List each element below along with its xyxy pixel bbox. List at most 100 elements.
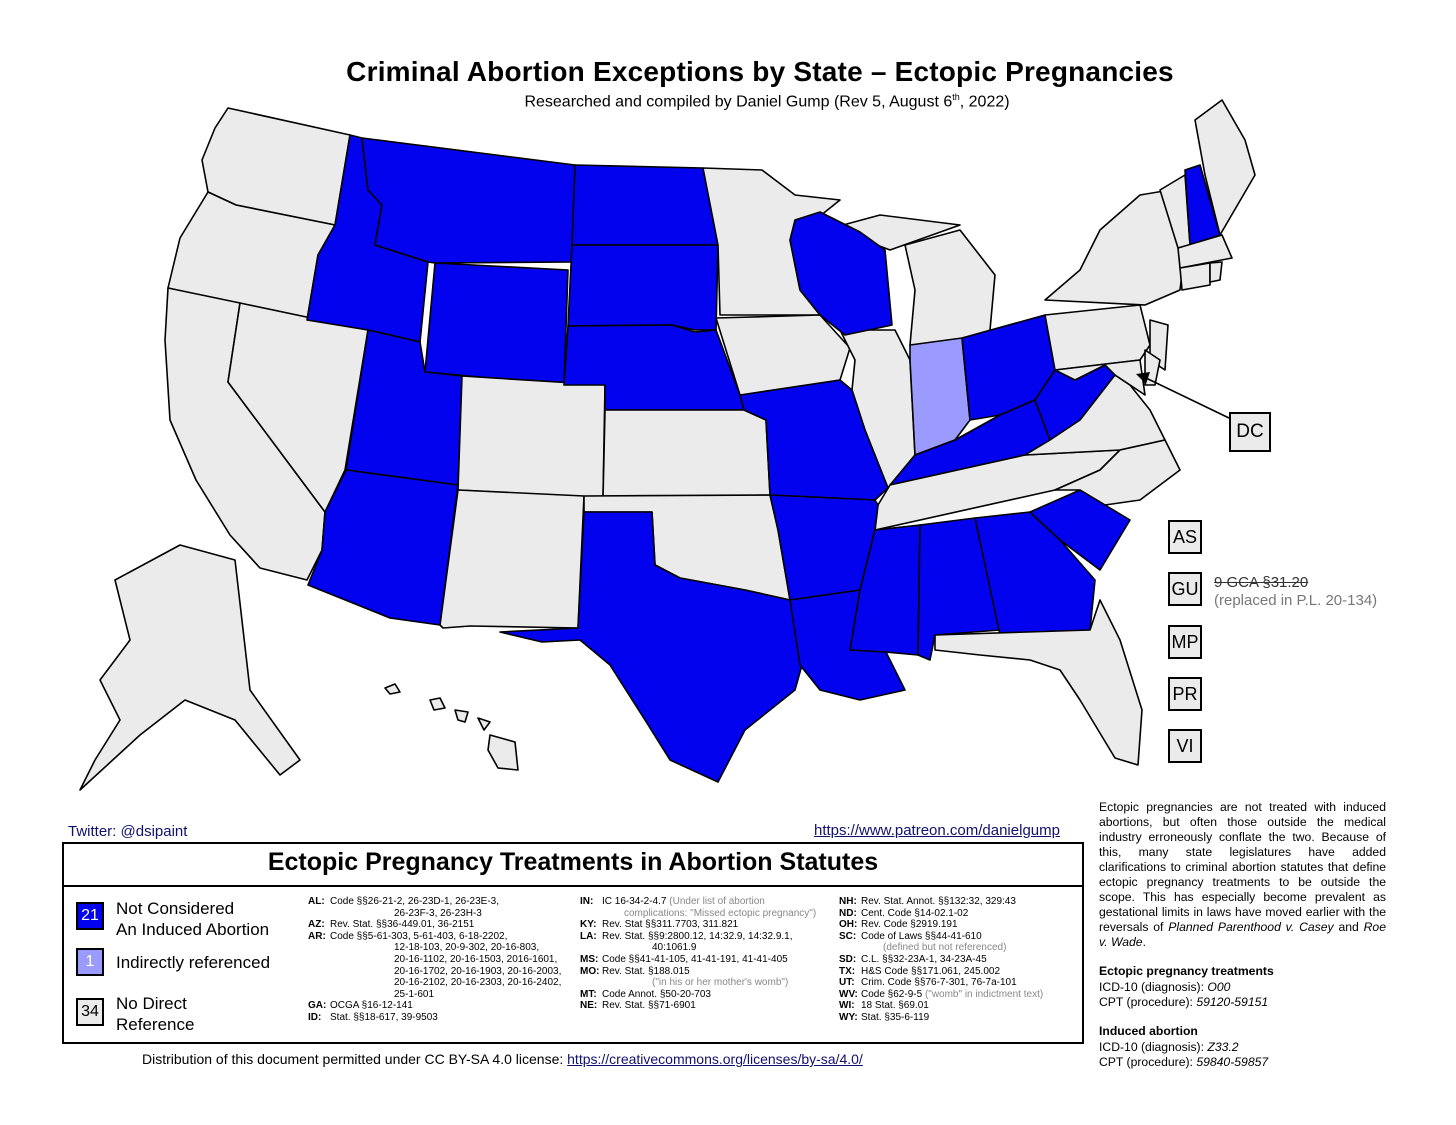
legend-label-no-reference: No Direct Reference [116,994,195,1034]
citation-row: 20-16-2102, 20-16-2303, 20-16-2402, [308,977,561,989]
patreon-link[interactable]: https://www.patreon.com/danielgump [814,822,1060,839]
citation-row: LA: Rev. Stat. §§9:2800.12, 14:32.9, 14:3… [580,931,816,943]
side-explanation: Ectopic pregnancies are not treated with… [1099,800,1386,949]
citation-text: Rev. Stat. Annot. §§132:32, 329:43 [861,896,1016,907]
citation-row: 20-16-1702, 20-16-1903, 20-16-2003, [308,966,561,978]
state-ME [1194,99,1256,236]
citation-text: 12-18-103, 20-9-302, 20-16-803, [394,942,540,954]
ectopic-icd: ICD-10 (diagnosis): O00 [1099,980,1231,994]
state-MI-lower [904,229,996,346]
citation-state: ND: [839,907,857,919]
citation-text: ("in his or her mother's womb") [652,977,789,989]
state-KS [602,409,771,499]
citation-state: WY: [839,1011,858,1023]
citation-state: WV: [839,988,858,1000]
twitter-handle[interactable]: Twitter: @dsipaint [68,823,188,840]
state-MA [1177,234,1233,269]
dc-arrow-line [1145,377,1230,419]
citation-column-1: AL: Code §§26-21-2, 26-23D-1, 26-23E-3, 26… [308,896,561,1024]
citation-row: complications: "Missed ectopic pregnancy… [580,908,816,920]
citation-text: Rev. Stat. §§36-449.01, 36-2151 [330,919,475,931]
citation-row: WI: 18 Stat. §69.01 [839,1000,1043,1012]
citation-state: IN: [580,896,594,907]
citation-state [308,966,330,978]
ectopic-cpt: CPT (procedure): 59120-59151 [1099,995,1269,1009]
legend-label-indirect: Indirectly referenced [116,953,271,972]
citation-row: TX: H&S Code §§171.061, 245.002 [839,966,1043,978]
citation-text: Stat. §35-6-119 [861,1011,930,1023]
citation-row: 40:1061.9 [580,942,816,954]
state-WY [424,262,569,386]
citation-text: 25-1-601 [394,988,435,1000]
citation-text: Code Annot. §50-20-703 [602,988,711,1000]
state-SC [1029,489,1131,571]
ectopic-codes-heading: Ectopic pregnancy treatments [1099,964,1274,978]
license-link[interactable]: https://creativecommons.org/licenses/by-… [567,1051,863,1067]
territory-as: AS [1168,520,1202,554]
citation-row: SC: Code of Laws §§44-41-610 [839,931,1043,943]
state-RI [1209,261,1223,283]
license-line: Distribution of this document permitted … [142,1051,863,1067]
citation-state: MO: [580,965,600,977]
citation-row: GA: OCGA §16-12-141 [308,1000,561,1012]
citation-state: MT: [580,988,597,1000]
citation-row: ND: Cent. Code §14-02.1-02 [839,908,1043,920]
citation-text: OCGA §16-12-141 [330,1000,413,1012]
state-HI-5 [487,734,519,771]
citation-state [580,942,602,954]
state-MD [1054,359,1146,396]
state-NM [439,489,585,629]
state-HI-1 [384,683,401,695]
state-NY [1044,189,1186,306]
citation-state [308,954,330,966]
state-CO [457,375,606,499]
citation-row: ("in his or her mother's womb") [580,977,816,989]
citation-row: WV: Code §62-9-5 ("womb" in indictment te… [839,989,1043,1001]
citation-state: OH: [839,919,858,931]
citation-text: Rev. Stat §§311.7703, 311.821 [602,919,739,931]
citation-row: 25-1-601 [308,989,561,1001]
citation-state [308,908,330,920]
us-map [79,99,1256,791]
state-CT [1179,262,1211,291]
citation-state: AL: [308,896,325,907]
induced-cpt: CPT (procedure): 59840-59857 [1099,1055,1269,1069]
state-HI-4 [477,717,491,731]
citation-column-3: NH: Rev. Stat. Annot. §§132:32, 329:43 ND:… [839,896,1043,1024]
citation-row: AZ: Rev. Stat. §§36-449.01, 36-2151 [308,919,561,931]
page-title: Criminal Abortion Exceptions by State – … [346,56,1174,87]
citation-row: MT: Code Annot. §50-20-703 [580,989,816,1001]
territory-vi: VI [1168,729,1202,763]
citation-state: AZ: [308,919,325,931]
citation-row: (defined but not referenced) [839,942,1043,954]
citation-state: UT: [839,977,855,989]
citation-text: 20-16-1102, 20-16-1503, 2016-1601, [394,953,558,965]
state-FL [934,599,1143,766]
citation-state: WI: [839,1000,855,1012]
citation-row: ID: Stat. §§18-617, 39-9503 [308,1012,561,1024]
citation-row: IN: IC 16-34-2-4.7 (Under list of abortio… [580,896,816,908]
citation-row: WY: Stat. §35-6-119 [839,1012,1043,1024]
legend-swatch-indirect: 1 [76,948,104,976]
dc-label-box: DC [1229,412,1271,452]
induced-codes-heading: Induced abortion [1099,1024,1198,1038]
citation-state [308,977,330,989]
citation-state: TX: [839,965,856,977]
citation-text: Code §§41-41-105, 41-41-191, 41-41-405 [602,953,788,965]
state-ND [571,164,719,246]
citation-text: Code of Laws §§44-41-610 [861,930,982,942]
citation-state [580,977,602,989]
citation-row: KY: Rev. Stat §§311.7703, 311.821 [580,919,816,931]
citation-state: ID: [308,1011,322,1023]
citation-text: IC 16-34-2-4.7 (Under list of abortion [602,896,765,907]
legend-divider [64,885,1082,887]
citation-state [308,989,330,1001]
citation-text: (defined but not referenced) [883,942,1007,954]
citation-text: complications: "Missed ectopic pregnancy… [624,907,817,919]
citation-state: MS: [580,953,599,965]
state-TX [499,511,803,783]
state-WI [789,211,893,336]
citation-state: SD: [839,953,857,965]
citation-text: Cent. Code §14-02.1-02 [861,907,969,919]
citation-state [308,942,330,954]
